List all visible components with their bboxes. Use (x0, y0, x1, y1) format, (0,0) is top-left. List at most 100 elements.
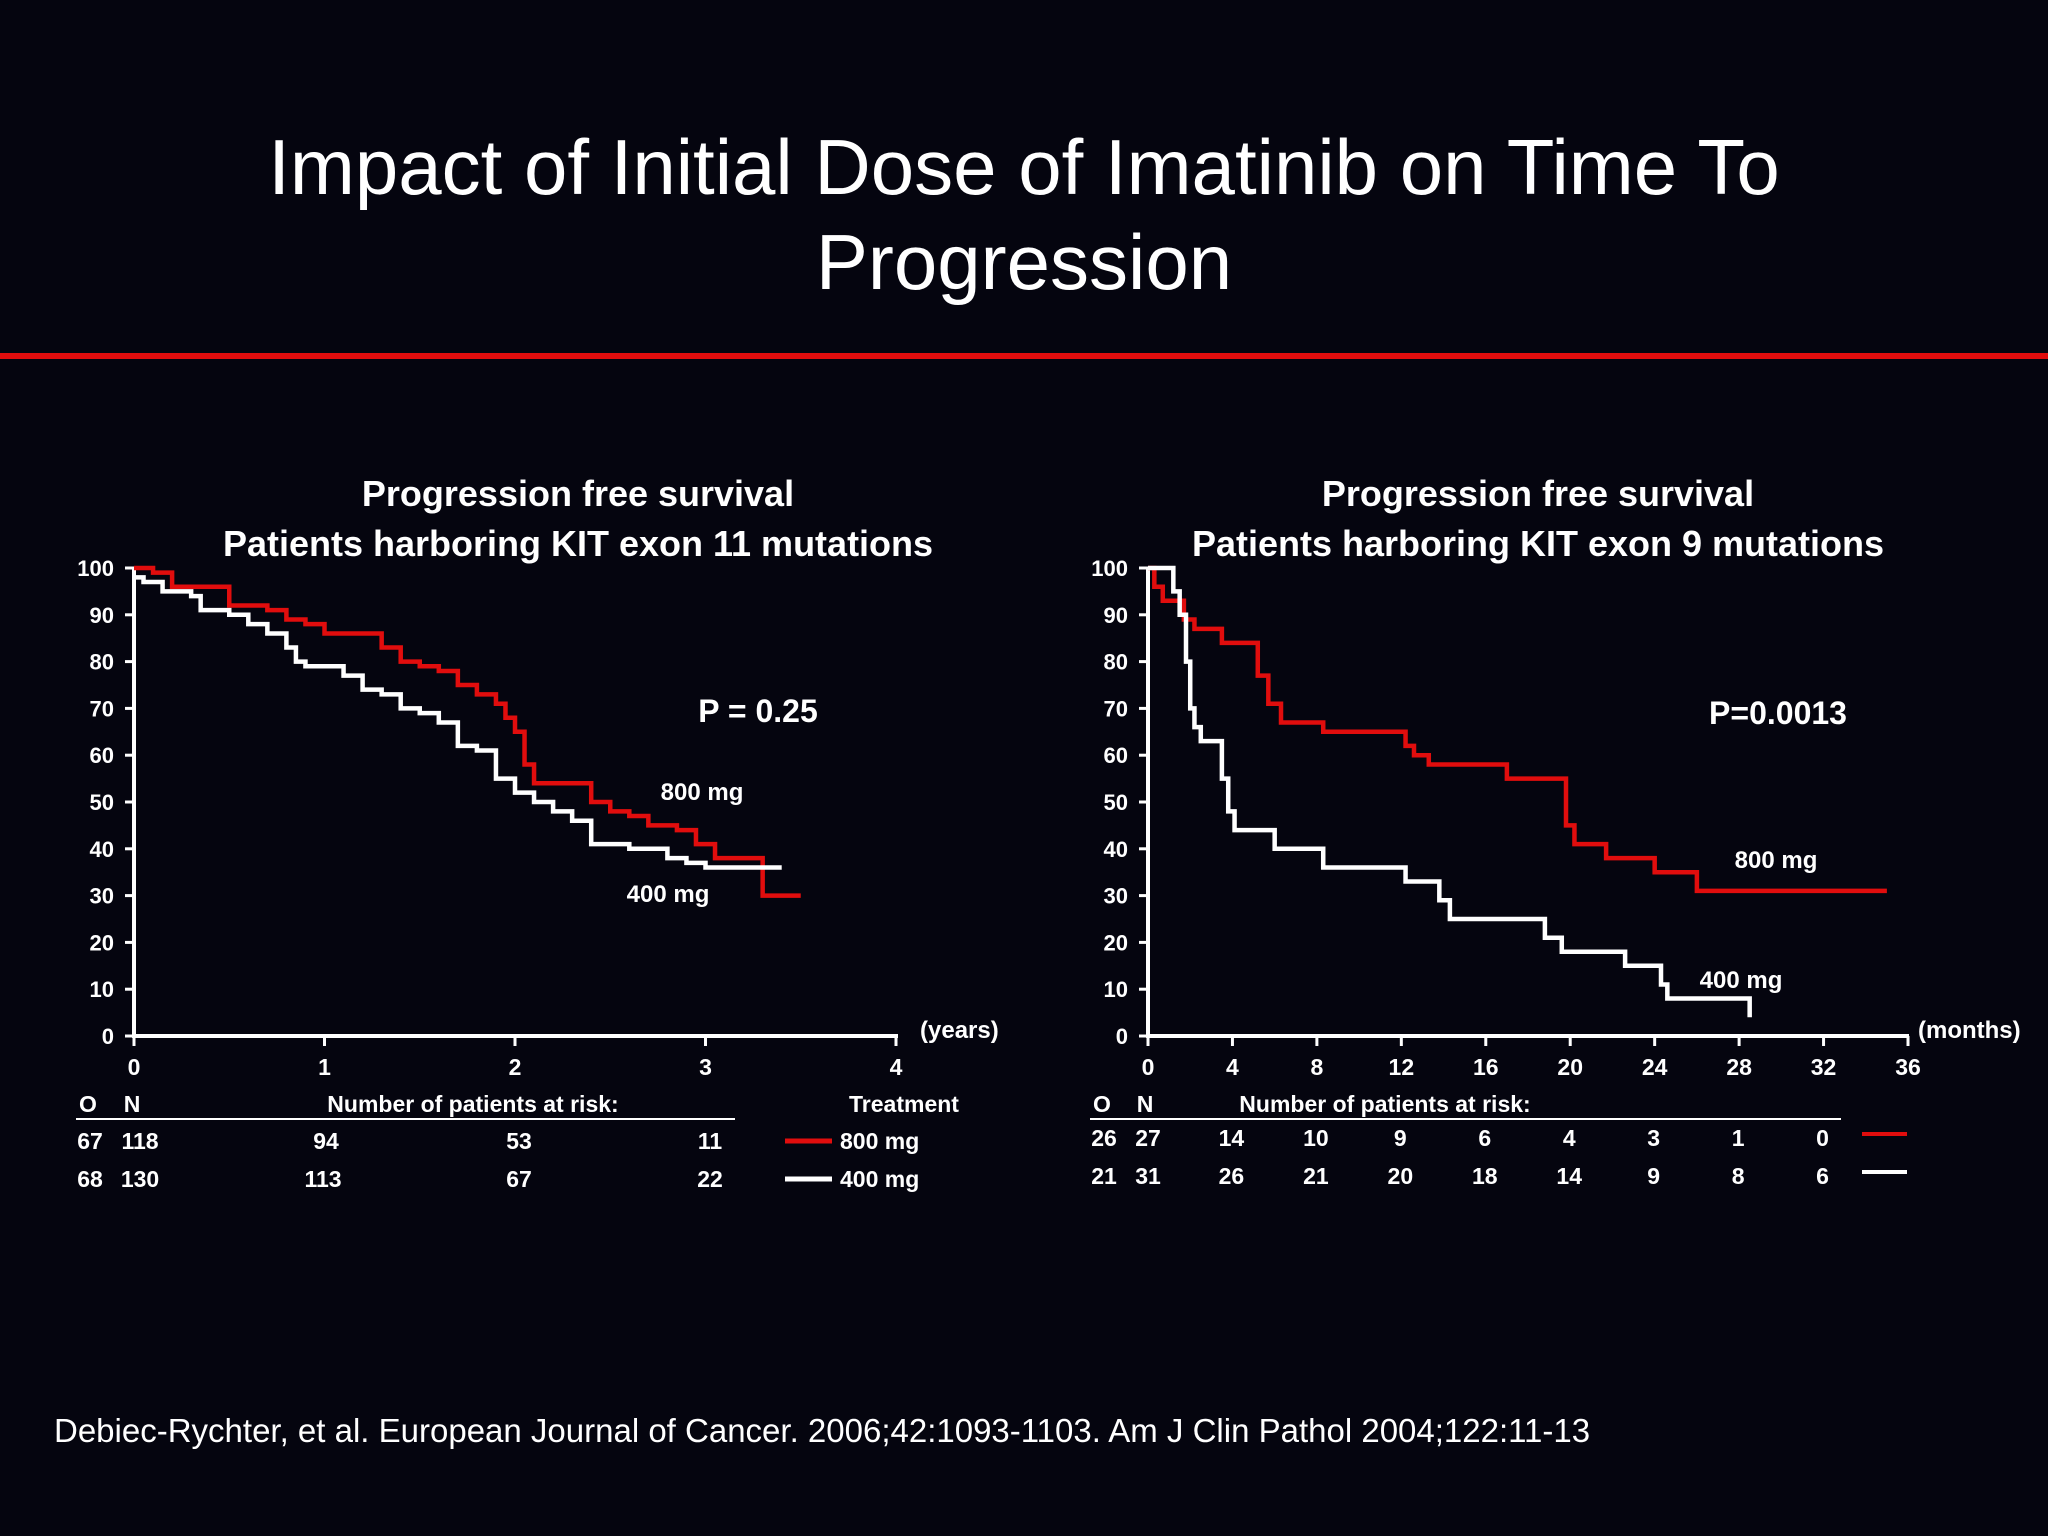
x-tick-label: 36 (1895, 1054, 1921, 1080)
risk-count: 6 (1816, 1163, 1829, 1189)
chart1-x-unit: (years) (920, 1017, 999, 1044)
x-tick-label: 28 (1726, 1054, 1752, 1080)
risk-count: 18 (1472, 1163, 1498, 1189)
x-tick-label: 1 (318, 1054, 331, 1080)
chart2-subtitle: Patients harboring KIT exon 9 mutations (1192, 523, 1884, 564)
x-tick-label: 16 (1473, 1054, 1499, 1080)
x-tick-label: 32 (1811, 1054, 1837, 1080)
chart2-risk-table: O N Number of patients at risk: 26 27 14 10… (1090, 1091, 1907, 1189)
chart1-series-800mg (134, 565, 801, 898)
y-tick-label: 40 (90, 837, 114, 862)
risk-o: 26 (1091, 1125, 1117, 1151)
y-tick-label: 90 (90, 603, 114, 628)
chart2-risk-header-label: Number of patients at risk: (1239, 1091, 1530, 1117)
chart1-risk-o-400: 68 (77, 1166, 103, 1192)
x-tick-label: 0 (1142, 1054, 1155, 1080)
risk-n: 31 (1135, 1163, 1161, 1189)
chart1-label-800mg: 800 mg (661, 779, 744, 806)
risk-o: 21 (1091, 1163, 1117, 1189)
chart1-risk-400-y3: 22 (697, 1166, 723, 1192)
chart1-risk-400-y2: 67 (506, 1166, 532, 1192)
y-tick-label: 70 (1104, 696, 1128, 721)
x-tick-label: 8 (1310, 1054, 1323, 1080)
chart1-risk-header-label: Number of patients at risk: (327, 1091, 618, 1117)
chart1-title: Progression free survival (362, 473, 794, 514)
chart-exon9: Progression free survival Patients harbo… (1090, 473, 2021, 1189)
chart2-risk-rows: 26 27 14 10 9 6 4 3 1 021 31 26 21 20 18 14 9 8 6 (1091, 1125, 1829, 1189)
chart2-x-ticks: 0 4 8 12 16 20 24 28 32 36 (1142, 1036, 1921, 1080)
x-tick-label: 2 (509, 1054, 522, 1080)
risk-count: 9 (1647, 1163, 1660, 1189)
y-tick-label: 20 (1104, 930, 1128, 955)
chart2-x-unit: (months) (1918, 1017, 2021, 1044)
chart1-legend-400mg: 400 mg (840, 1166, 919, 1192)
chart1-risk-n-800: 118 (121, 1128, 158, 1154)
y-tick-label: 60 (90, 743, 114, 768)
y-tick-label: 0 (102, 1024, 114, 1049)
chart1-risk-800-y1: 94 (313, 1128, 339, 1154)
y-tick-label: 10 (1104, 977, 1128, 1002)
y-tick-label: 20 (90, 930, 114, 955)
chart2-title: Progression free survival (1322, 473, 1754, 514)
y-tick-label: 100 (77, 556, 114, 581)
chart1-risk-800-y3: 11 (698, 1128, 723, 1154)
chart2-p-value: P=0.0013 (1709, 695, 1847, 731)
chart1-x-ticks: 0 1 2 3 4 (128, 1036, 903, 1080)
chart1-y-ticks: 0 10 20 30 40 50 60 70 80 90 100 (77, 556, 134, 1049)
risk-count: 21 (1303, 1163, 1329, 1189)
x-tick-label: 24 (1642, 1054, 1668, 1080)
chart1-risk-800-y2: 53 (506, 1128, 532, 1154)
chart1-label-400mg: 400 mg (627, 881, 710, 908)
y-tick-label: 60 (1104, 743, 1128, 768)
risk-count: 4 (1563, 1125, 1576, 1151)
risk-count: 0 (1816, 1125, 1829, 1151)
risk-count: 6 (1478, 1125, 1491, 1151)
x-tick-label: 4 (890, 1054, 903, 1080)
chart1-p-value: P = 0.25 (698, 693, 818, 729)
risk-count: 9 (1394, 1125, 1407, 1151)
risk-count: 10 (1303, 1125, 1329, 1151)
risk-count: 26 (1219, 1163, 1245, 1189)
slide-title-line-1: Impact of Initial Dose of Imatinib on Ti… (268, 123, 1780, 211)
risk-count: 1 (1732, 1125, 1745, 1151)
chart2-label-400mg: 400 mg (1700, 967, 1783, 994)
risk-count: 8 (1732, 1163, 1745, 1189)
chart2-label-800mg: 800 mg (1735, 847, 1818, 874)
citation: Debiec-Rychter, et al. European Journal … (54, 1412, 1591, 1449)
title-divider (0, 353, 2048, 359)
chart1-risk-400-y1: 113 (304, 1166, 341, 1192)
chart1-series-400mg (134, 575, 782, 870)
chart-exon11: Progression free survival Patients harbo… (76, 473, 999, 1192)
y-tick-label: 40 (1104, 837, 1128, 862)
y-tick-label: 100 (1091, 556, 1128, 581)
y-tick-label: 70 (90, 696, 114, 721)
chart1-risk-n-400: 130 (121, 1166, 159, 1192)
risk-n: 27 (1135, 1125, 1161, 1151)
risk-count: 14 (1556, 1163, 1582, 1189)
y-tick-label: 80 (1104, 650, 1128, 675)
chart2-risk-header-n: N (1137, 1091, 1154, 1117)
x-tick-label: 4 (1226, 1054, 1239, 1080)
y-tick-label: 90 (1104, 603, 1128, 628)
chart1-legend-800mg: 800 mg (840, 1128, 919, 1154)
chart2-risk-header-o: O (1093, 1091, 1111, 1117)
y-tick-label: 10 (90, 977, 114, 1002)
chart1-risk-o-800: 67 (77, 1128, 103, 1154)
risk-count: 14 (1219, 1125, 1245, 1151)
x-tick-label: 3 (699, 1054, 712, 1080)
chart2-y-ticks: 0 10 20 30 40 50 60 70 80 90 100 (1091, 556, 1148, 1049)
slide-title-line-2: Progression (815, 218, 1233, 306)
x-tick-label: 0 (128, 1054, 141, 1080)
x-tick-label: 12 (1389, 1054, 1415, 1080)
y-tick-label: 50 (90, 790, 114, 815)
chart1-treatment-header: Treatment (849, 1091, 959, 1117)
x-tick-label: 20 (1557, 1054, 1583, 1080)
y-tick-label: 0 (1116, 1024, 1128, 1049)
slide-title: Impact of Initial Dose of Imatinib on Ti… (0, 120, 2048, 310)
chart2-series-400mg (1148, 565, 1752, 1018)
risk-count: 3 (1647, 1125, 1660, 1151)
chart1-subtitle: Patients harboring KIT exon 11 mutations (223, 523, 933, 564)
y-tick-label: 30 (90, 884, 114, 909)
chart1-risk-header-o: O (79, 1091, 97, 1117)
